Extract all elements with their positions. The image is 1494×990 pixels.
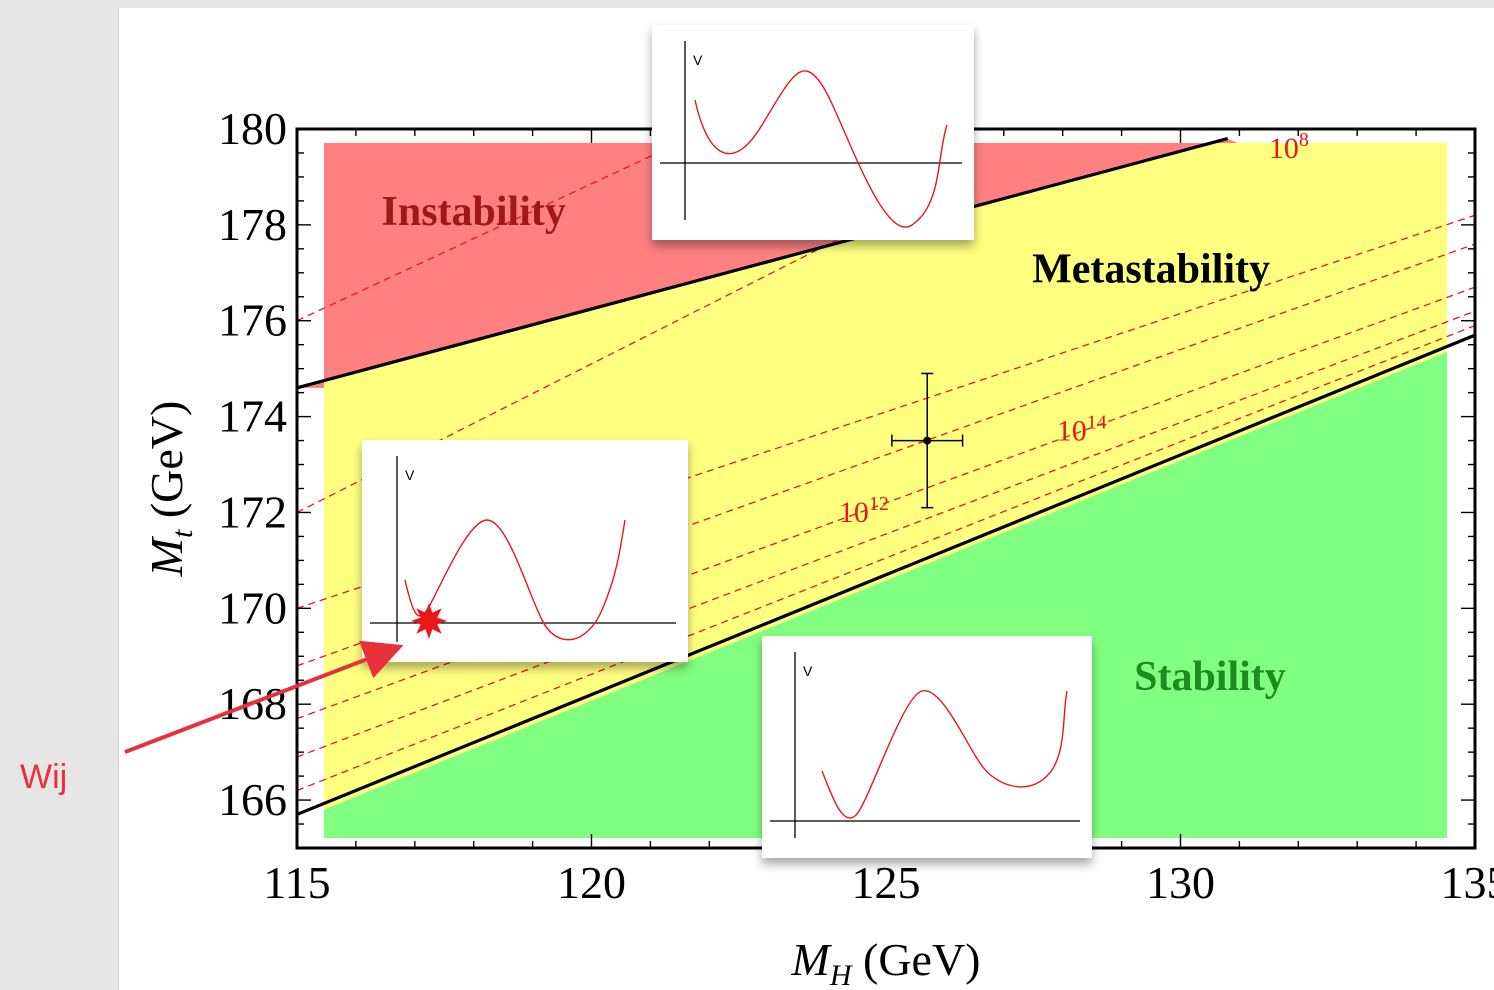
annotation-label: Wij [20, 758, 68, 796]
left-gutter [0, 0, 119, 990]
contour-label-1: 108 [1269, 129, 1309, 165]
stability-boundary-line [296, 333, 1476, 816]
stability-potential-curve [821, 690, 1068, 819]
y-tick-label-6: 178 [218, 199, 287, 250]
stability-inset-axis-label: V [803, 663, 813, 679]
y-tick-label-0: 166 [218, 774, 287, 825]
metastability-label: Metastability [1032, 246, 1270, 292]
false-vacuum-star [411, 603, 447, 639]
data-point [923, 436, 932, 445]
x-tick-label-3: 130 [1146, 857, 1215, 908]
y-tick-label-7: 180 [218, 103, 287, 154]
instability-inset-axis-label: V [693, 52, 703, 68]
metastability-inset-axis-label: V [405, 467, 415, 483]
instability-potential-curve [694, 70, 948, 228]
y-tick-label-3: 172 [218, 486, 287, 537]
x-tick-label-2: 125 [852, 857, 921, 908]
contour-line-0 [296, 128, 710, 322]
false-vacuum-star-shape [411, 603, 447, 639]
y-axis-label: Mt (GeV) [141, 401, 199, 578]
x-tick-label-4: 135 [1441, 857, 1494, 908]
top-gutter [118, 0, 1494, 8]
x-tick-label-0: 115 [263, 857, 330, 908]
x-axis-label: MH (GeV) [791, 934, 981, 990]
y-tick-label-5: 176 [218, 295, 287, 346]
y-tick-label-2: 170 [218, 582, 287, 633]
y-tick-label-4: 174 [218, 391, 287, 442]
metastability-inset: V [362, 440, 688, 662]
contour-label-3: 1014 [1057, 412, 1107, 448]
x-tick-label-1: 120 [557, 857, 626, 908]
metastability-inset-box [362, 440, 688, 662]
instability-boundary-line [296, 137, 1229, 390]
instability-region [297, 138, 1238, 388]
instability-label: Instability [382, 189, 566, 235]
stability-inset: V [762, 636, 1092, 858]
annotation-arrow [124, 640, 404, 754]
stability-region [324, 351, 1447, 838]
stability-label: Stability [1134, 654, 1286, 700]
contour-line-5 [296, 310, 1476, 758]
contour-label-2: 1012 [839, 493, 889, 529]
instability-inset: V [652, 25, 974, 240]
